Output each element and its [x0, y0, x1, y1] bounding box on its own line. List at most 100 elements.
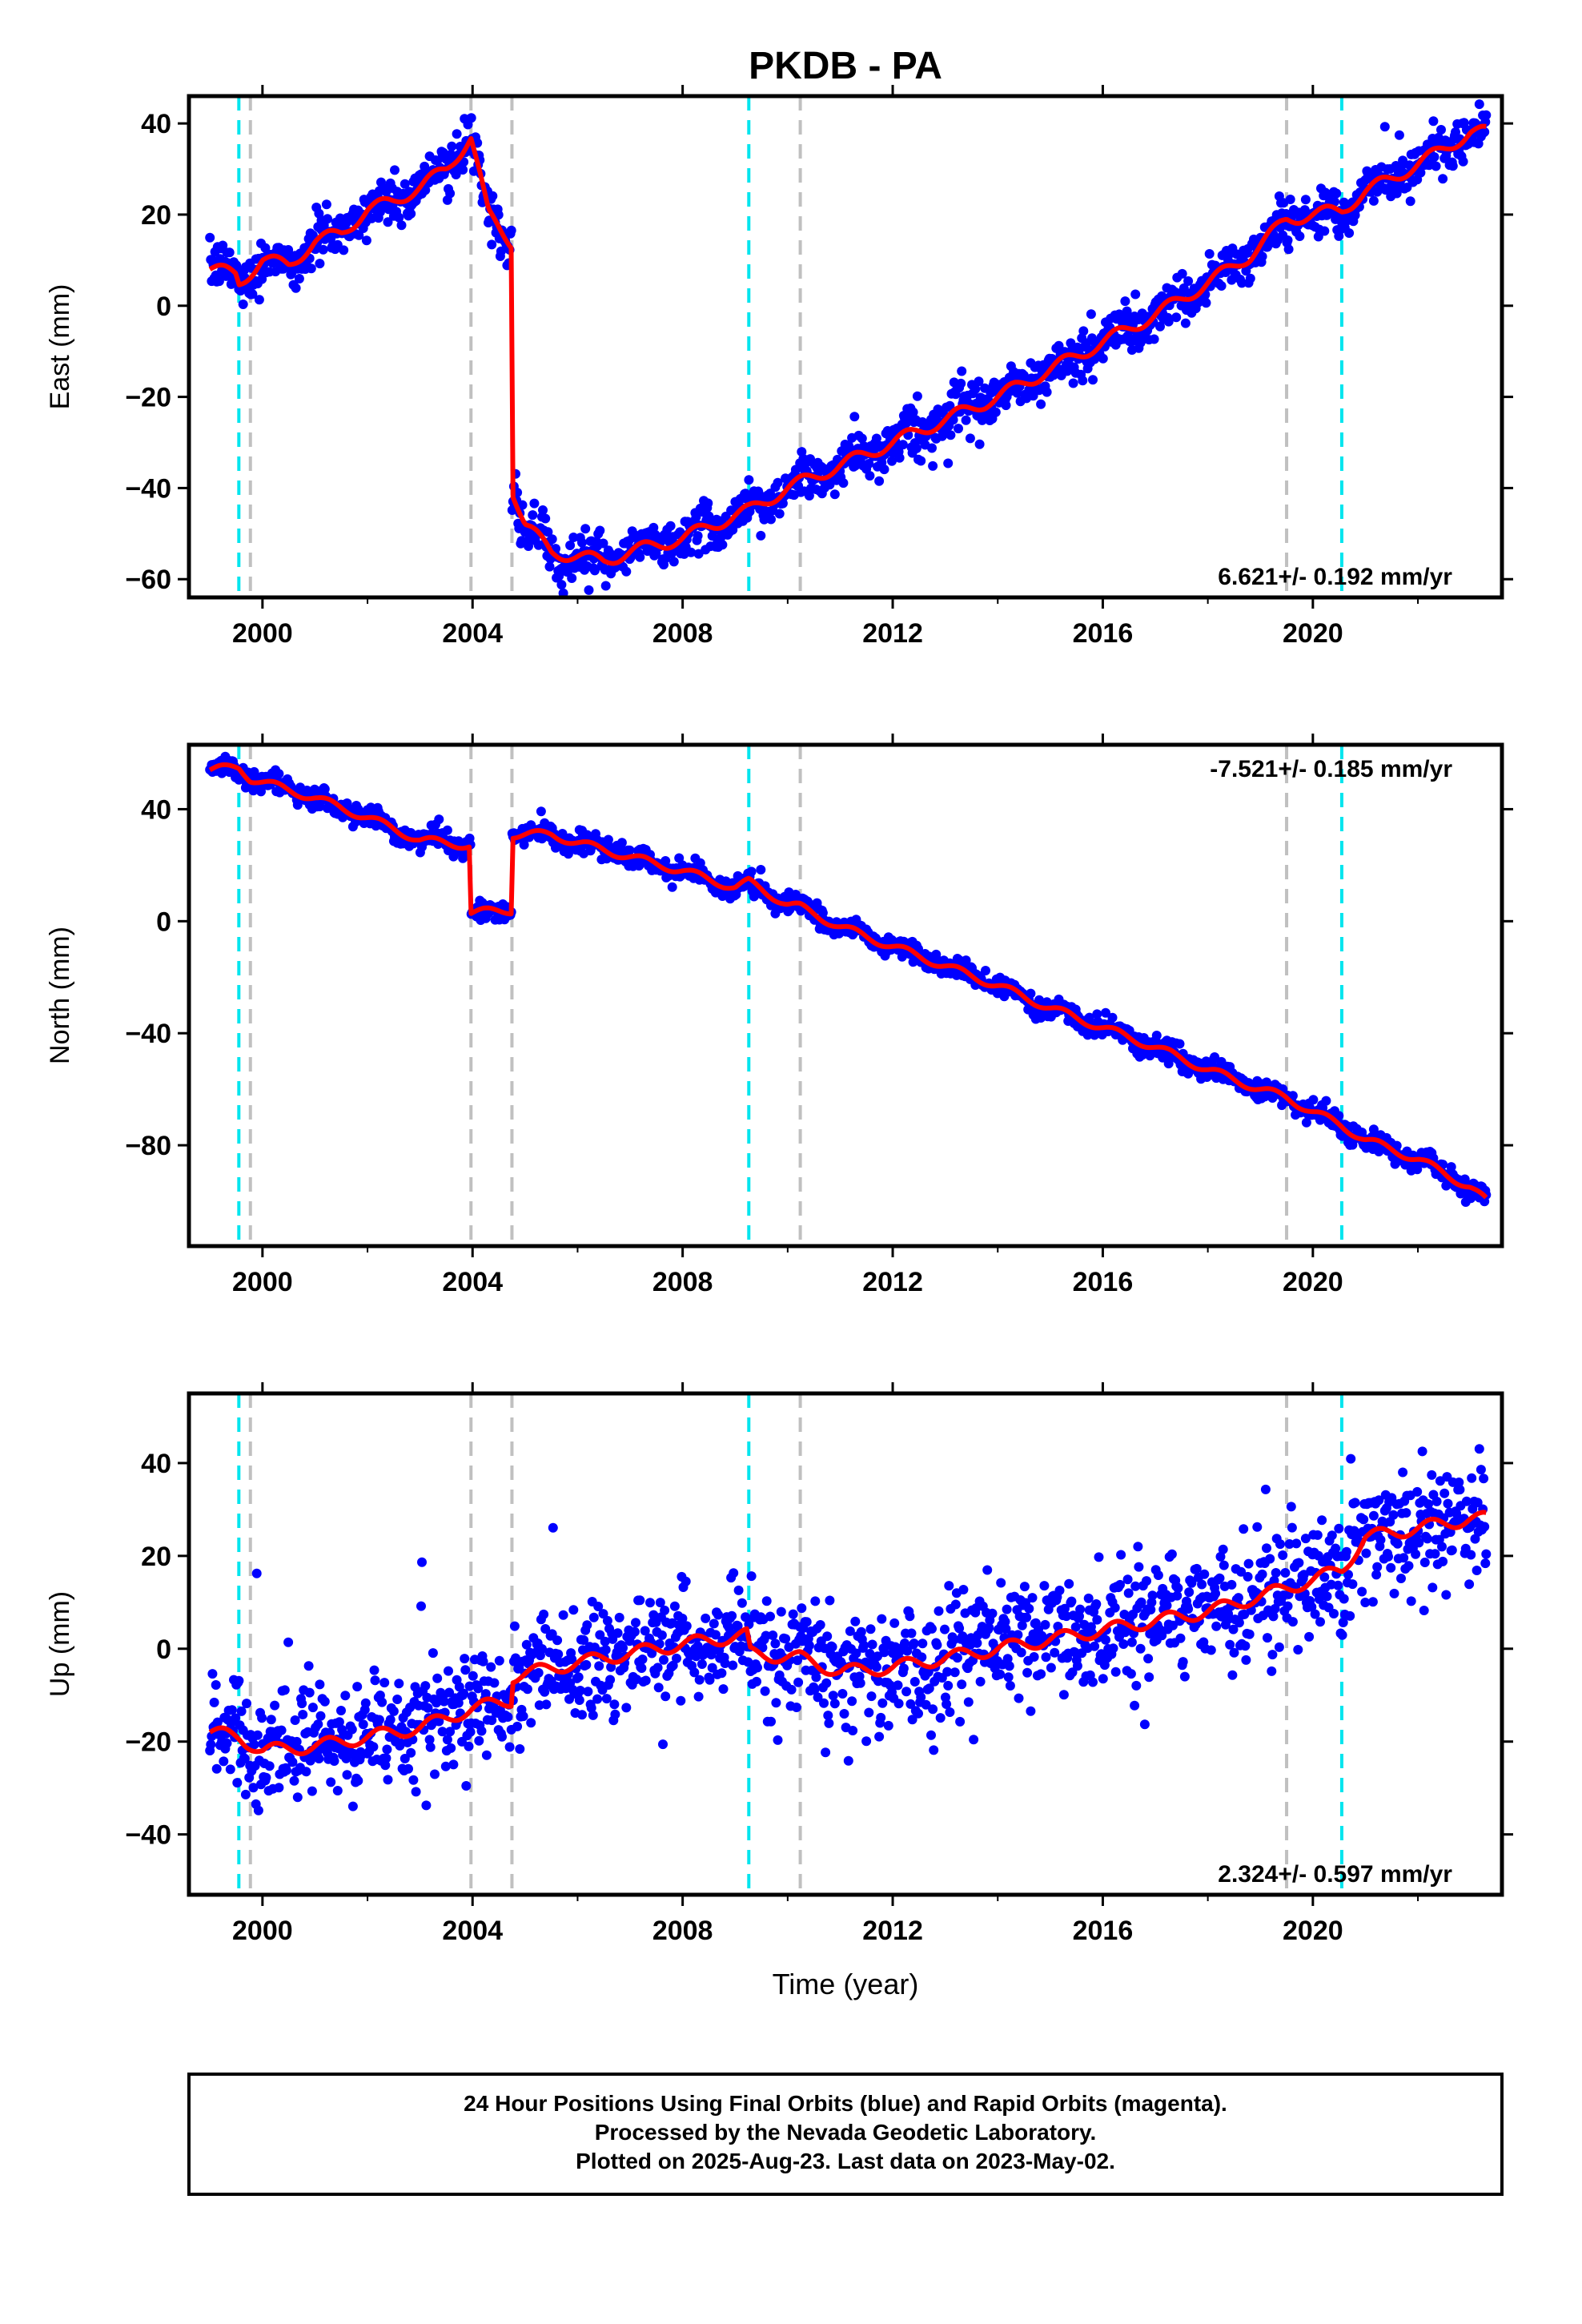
data-point — [264, 1761, 275, 1771]
data-point — [1110, 1602, 1120, 1613]
data-point — [582, 1620, 592, 1630]
data-point — [1026, 1706, 1036, 1716]
data-point — [347, 1801, 358, 1811]
data-point — [446, 1743, 456, 1753]
y-tick-label: 20 — [141, 200, 171, 231]
data-point — [1291, 1538, 1302, 1549]
data-point — [276, 1725, 287, 1735]
data-point — [909, 1677, 920, 1687]
data-point — [239, 1754, 250, 1763]
data-point — [1139, 1719, 1150, 1730]
data-point — [668, 1660, 678, 1671]
data-point — [1225, 1639, 1235, 1650]
data-point — [1014, 1693, 1024, 1703]
data-point — [225, 1764, 235, 1775]
data-point — [404, 1763, 413, 1774]
data-point — [996, 1578, 1006, 1588]
data-point — [1215, 1573, 1225, 1583]
data-point — [913, 1708, 923, 1719]
data-point — [1101, 1007, 1110, 1018]
data-point — [990, 407, 1001, 417]
data-point — [1210, 1052, 1220, 1062]
data-point — [1392, 1538, 1403, 1549]
data-point — [1262, 1543, 1271, 1554]
data-point — [770, 1638, 781, 1649]
data-point — [1333, 1580, 1343, 1590]
data-point — [1329, 1609, 1339, 1618]
data-point — [909, 1638, 919, 1649]
data-point — [621, 1703, 632, 1713]
data-point — [1392, 184, 1403, 195]
data-point — [929, 1745, 939, 1755]
data-point — [1171, 312, 1182, 323]
data-point — [516, 536, 527, 546]
data-point — [1046, 1663, 1056, 1673]
data-point — [440, 1761, 451, 1771]
data-point — [219, 1756, 229, 1767]
data-point — [430, 1769, 440, 1779]
data-point — [589, 565, 600, 576]
data-point — [1322, 1591, 1332, 1602]
data-point — [232, 1778, 243, 1788]
data-point — [1183, 276, 1194, 286]
data-point — [1130, 1700, 1140, 1711]
data-point — [905, 1611, 915, 1622]
data-point — [254, 295, 264, 305]
data-point — [366, 802, 376, 813]
data-point — [957, 366, 967, 376]
data-point — [724, 1622, 734, 1633]
data-point — [568, 1605, 579, 1615]
data-point — [1372, 1562, 1383, 1572]
data-point — [1315, 1617, 1325, 1627]
data-point — [1474, 99, 1484, 110]
y-tick-label: 0 — [156, 292, 171, 322]
data-point — [756, 865, 766, 875]
data-point — [982, 1565, 993, 1575]
data-point — [728, 525, 738, 535]
data-point — [1019, 1582, 1030, 1592]
data-point — [1481, 110, 1492, 120]
data-point — [257, 1713, 267, 1723]
data-point — [1151, 1031, 1162, 1040]
data-point — [1131, 1680, 1142, 1691]
data-point — [606, 1662, 616, 1672]
data-point — [305, 1755, 315, 1766]
data-point — [584, 585, 594, 595]
data-point — [593, 1602, 604, 1611]
data-point — [1417, 1446, 1427, 1457]
data-point — [1275, 1539, 1285, 1550]
data-point — [743, 1657, 753, 1667]
data-point — [917, 1638, 928, 1649]
y-tick-label: −40 — [125, 1019, 171, 1049]
data-point — [211, 1763, 222, 1774]
data-point — [856, 1626, 866, 1637]
data-point — [801, 1617, 812, 1627]
data-point — [1084, 1012, 1094, 1023]
data-point — [1436, 125, 1446, 135]
data-point — [588, 1710, 598, 1720]
data-point — [567, 1655, 577, 1664]
data-point — [238, 300, 248, 309]
data-point — [717, 1668, 727, 1679]
data-point — [1178, 1657, 1188, 1667]
data-point — [303, 1661, 314, 1671]
data-point — [540, 513, 551, 524]
data-point — [1391, 1140, 1402, 1151]
data-point — [829, 489, 840, 500]
x-tick-label: 2000 — [232, 1267, 293, 1297]
data-point — [1386, 1562, 1396, 1573]
data-point — [494, 1655, 504, 1666]
data-point — [847, 1696, 857, 1707]
data-point — [640, 1675, 651, 1686]
data-point — [1415, 167, 1426, 178]
data-point — [595, 1630, 605, 1640]
data-point — [574, 1695, 584, 1705]
data-point — [653, 1683, 664, 1693]
data-point — [1476, 1465, 1486, 1475]
data-point — [955, 1716, 966, 1727]
data-point — [1229, 1647, 1239, 1658]
data-point — [461, 1781, 472, 1791]
data-point — [1480, 127, 1490, 137]
data-point — [1447, 161, 1458, 171]
